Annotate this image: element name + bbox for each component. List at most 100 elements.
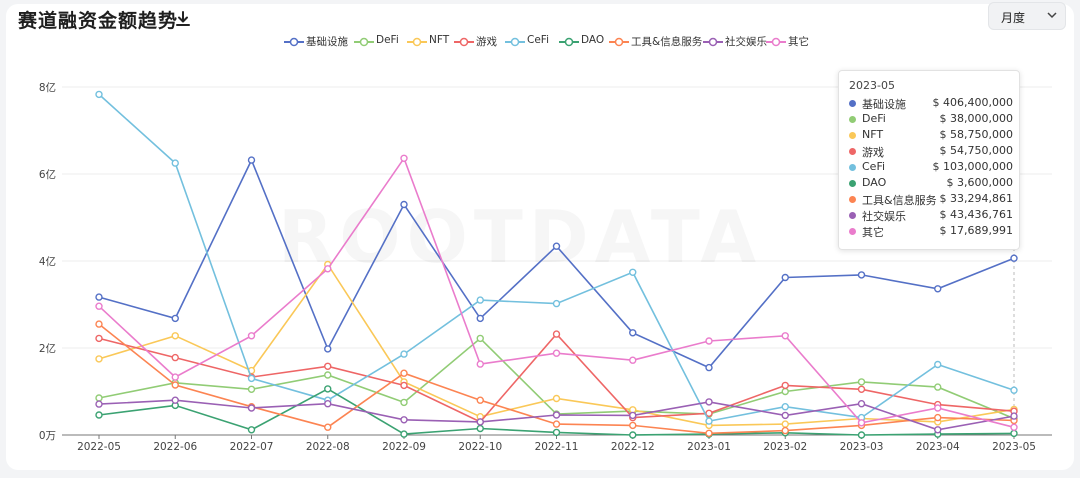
data-point[interactable] (95, 90, 103, 99)
data-point[interactable] (552, 411, 561, 419)
data-point[interactable] (400, 381, 408, 390)
data-point[interactable] (171, 373, 179, 381)
data-point[interactable] (934, 426, 942, 434)
data-point[interactable] (247, 426, 256, 434)
download-icon[interactable] (174, 10, 192, 28)
series-8 (95, 154, 1018, 431)
data-point[interactable] (476, 360, 484, 368)
data-point[interactable] (781, 273, 789, 282)
data-point[interactable] (247, 385, 256, 393)
data-point[interactable] (400, 154, 408, 163)
data-point[interactable] (781, 411, 789, 420)
data-point[interactable] (324, 265, 332, 273)
data-point[interactable] (1010, 423, 1018, 431)
data-point[interactable] (171, 159, 179, 167)
data-point[interactable] (171, 381, 179, 389)
data-point[interactable] (476, 296, 484, 304)
data-point[interactable] (476, 418, 484, 426)
data-point[interactable] (171, 314, 179, 323)
data-point[interactable] (705, 337, 713, 345)
data-point[interactable] (324, 371, 332, 379)
data-point[interactable] (247, 332, 256, 340)
data-point[interactable] (552, 428, 561, 437)
data-point[interactable] (629, 329, 637, 337)
data-point[interactable] (629, 421, 637, 430)
data-point[interactable] (781, 332, 789, 340)
data-point[interactable] (781, 387, 789, 396)
data-point[interactable] (95, 334, 103, 343)
data-point[interactable] (857, 419, 866, 427)
data-point[interactable] (857, 400, 866, 408)
data-point[interactable] (552, 330, 561, 338)
chart-tooltip: 2023-05 基础设施 $ 406,400,000 DeFi $ 38,000,00… (838, 70, 1020, 250)
data-point[interactable] (629, 411, 637, 420)
data-point[interactable] (1010, 412, 1018, 420)
data-point[interactable] (781, 420, 789, 428)
data-point[interactable] (95, 302, 103, 310)
data-point[interactable] (1010, 254, 1018, 262)
data-point[interactable] (171, 332, 179, 340)
data-point[interactable] (95, 355, 103, 363)
data-point[interactable] (857, 431, 866, 439)
data-point[interactable] (95, 394, 103, 402)
data-point[interactable] (857, 271, 866, 279)
data-point[interactable] (324, 385, 332, 393)
data-point[interactable] (629, 268, 637, 276)
data-point[interactable] (934, 285, 942, 293)
data-point[interactable] (324, 345, 332, 353)
data-point[interactable] (934, 383, 942, 391)
data-point[interactable] (95, 411, 103, 419)
data-point[interactable] (705, 429, 713, 437)
data-point[interactable] (400, 398, 408, 407)
data-point[interactable] (171, 396, 179, 404)
data-point[interactable] (400, 200, 408, 209)
data-point[interactable] (171, 353, 179, 362)
data-point[interactable] (476, 314, 484, 323)
data-point[interactable] (857, 385, 866, 393)
data-point[interactable] (552, 394, 561, 403)
data-point[interactable] (857, 378, 866, 386)
data-point[interactable] (629, 431, 637, 439)
data-point[interactable] (95, 293, 103, 301)
data-point[interactable] (400, 430, 408, 438)
data-point[interactable] (705, 363, 713, 372)
data-point[interactable] (400, 416, 408, 424)
data-point[interactable] (476, 334, 484, 343)
data-point[interactable] (95, 400, 103, 408)
data-point[interactable] (552, 349, 561, 357)
data-point[interactable] (476, 424, 484, 433)
data-point[interactable] (781, 426, 789, 435)
series-5 (95, 385, 1018, 439)
tooltip-series-name: 游戏 (862, 146, 884, 159)
data-point[interactable] (705, 398, 713, 406)
data-point[interactable] (705, 417, 713, 425)
data-point[interactable] (324, 362, 332, 370)
data-point[interactable] (476, 396, 484, 404)
data-point[interactable] (705, 409, 713, 417)
data-point[interactable] (934, 413, 942, 422)
data-point[interactable] (629, 356, 637, 364)
series-dot-icon (849, 180, 856, 187)
data-point[interactable] (934, 360, 942, 369)
data-point[interactable] (552, 299, 561, 308)
data-point[interactable] (781, 403, 789, 411)
tooltip-row: 其它 $ 17,689,991 (849, 224, 1013, 240)
x-tick-label: 2022-06 (153, 441, 197, 453)
data-point[interactable] (324, 400, 332, 408)
data-point[interactable] (247, 404, 256, 412)
data-point[interactable] (247, 156, 256, 164)
data-point[interactable] (400, 369, 408, 377)
data-point[interactable] (324, 423, 332, 431)
data-point[interactable] (552, 420, 561, 428)
data-point[interactable] (247, 374, 256, 383)
x-tick-label: 2022-05 (77, 441, 121, 453)
period-select[interactable]: 月度 (988, 2, 1066, 30)
data-point[interactable] (1010, 429, 1018, 438)
series-0 (95, 156, 1018, 372)
data-point[interactable] (934, 404, 942, 412)
data-point[interactable] (95, 320, 103, 328)
data-point[interactable] (781, 381, 789, 390)
data-point[interactable] (552, 242, 561, 250)
data-point[interactable] (400, 350, 408, 358)
data-point[interactable] (1010, 386, 1018, 394)
